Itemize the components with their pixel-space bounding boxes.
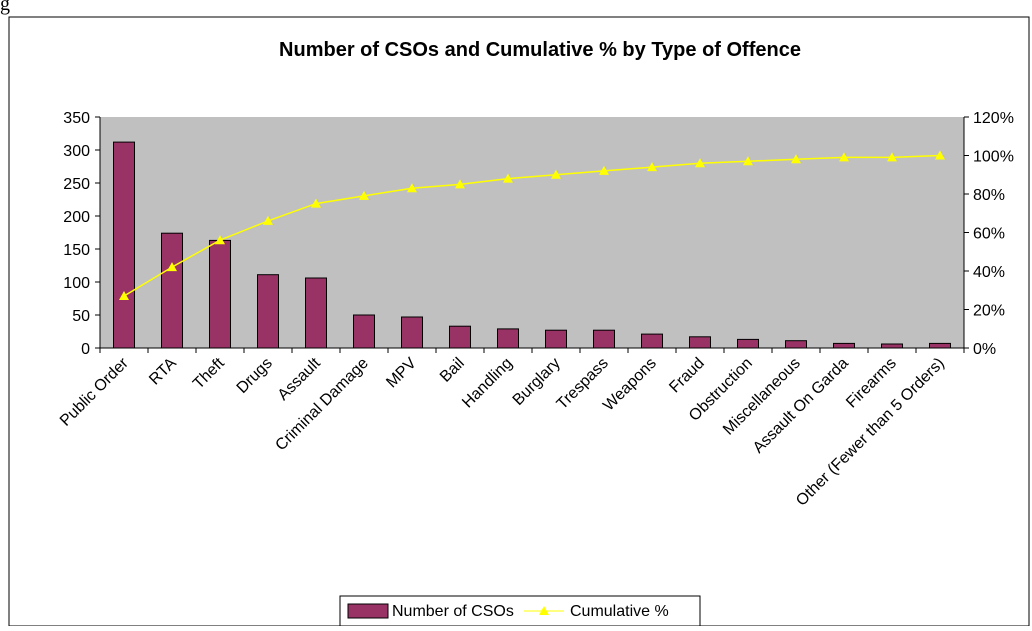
bar-6 bbox=[353, 314, 375, 349]
chart-title: Number of CSOs and Cumulative % by Type … bbox=[279, 39, 801, 61]
bar-7 bbox=[401, 316, 423, 349]
bar-14 bbox=[737, 338, 759, 349]
right-tick-label-0: 0% bbox=[973, 341, 996, 358]
legend-bar-swatch bbox=[347, 603, 389, 619]
bar-15 bbox=[785, 340, 807, 349]
bar-3 bbox=[209, 239, 231, 349]
cumulative-marker-9 bbox=[503, 173, 513, 183]
left-tick-label-0: 0 bbox=[81, 341, 90, 358]
left-tick-label-7: 350 bbox=[63, 110, 90, 127]
right-tick-label-4: 80% bbox=[973, 187, 1005, 204]
cumulative-marker-18 bbox=[935, 150, 945, 160]
cumulative-line-layer bbox=[119, 150, 945, 300]
cumulative-line bbox=[123, 154, 941, 297]
cumulative-marker-14 bbox=[743, 156, 753, 166]
bar-5 bbox=[305, 277, 327, 349]
left-tick-label-5: 250 bbox=[63, 176, 90, 193]
cumulative-marker-5 bbox=[311, 198, 321, 208]
bar-1 bbox=[113, 141, 135, 349]
legend-triangle-marker bbox=[539, 606, 549, 615]
corner-label: g bbox=[0, 0, 10, 15]
left-tick-label-4: 200 bbox=[63, 209, 90, 226]
bars-layer bbox=[113, 141, 951, 349]
bar-4 bbox=[257, 274, 279, 349]
right-tick-label-2: 40% bbox=[973, 264, 1005, 281]
bar-16 bbox=[833, 342, 855, 349]
legend: Number of CSOs Cumulative % bbox=[339, 595, 701, 627]
bar-12 bbox=[641, 333, 663, 349]
cumulative-marker-8 bbox=[455, 179, 465, 189]
cumulative-marker-3 bbox=[215, 235, 225, 245]
legend-frame bbox=[339, 595, 701, 627]
cumulative-marker-15 bbox=[791, 154, 801, 164]
right-tick-label-3: 60% bbox=[973, 226, 1005, 243]
cumulative-marker-11 bbox=[599, 165, 609, 175]
cumulative-marker-16 bbox=[839, 152, 849, 162]
right-tick-label-5: 100% bbox=[973, 149, 1014, 166]
plot-area bbox=[100, 117, 964, 348]
cumulative-marker-17 bbox=[887, 152, 897, 162]
left-tick-label-1: 50 bbox=[72, 308, 90, 325]
left-tick-label-6: 300 bbox=[63, 143, 90, 160]
right-axis-ticks: 0% 20% 40% 60% 80% 100% 120% bbox=[964, 110, 1014, 358]
bar-17 bbox=[881, 343, 903, 349]
cumulative-marker-2 bbox=[167, 262, 177, 272]
cumulative-marker-4 bbox=[263, 215, 273, 225]
legend-label-line: Cumulative % bbox=[570, 603, 669, 620]
cumulative-marker-12 bbox=[647, 162, 657, 172]
bar-13 bbox=[689, 336, 711, 349]
cumulative-marker-13 bbox=[695, 158, 705, 168]
cumulative-marker-7 bbox=[407, 183, 417, 193]
cumulative-marker-1 bbox=[119, 291, 129, 300]
left-axis-ticks: 0 50 100 150 200 250 300 350 bbox=[63, 110, 100, 358]
cumulative-marker-10 bbox=[551, 169, 561, 179]
bar-10 bbox=[545, 329, 567, 349]
bar-2 bbox=[161, 232, 183, 349]
left-tick-label-2: 100 bbox=[63, 275, 90, 292]
cumulative-marker-6 bbox=[359, 190, 369, 200]
legend-label-bars: Number of CSOs bbox=[392, 603, 514, 620]
bar-18 bbox=[929, 342, 951, 349]
right-tick-label-6: 120% bbox=[973, 110, 1014, 127]
right-tick-label-1: 20% bbox=[973, 303, 1005, 320]
left-tick-label-3: 150 bbox=[63, 242, 90, 259]
bar-8 bbox=[449, 325, 471, 349]
bar-11 bbox=[593, 329, 615, 349]
bar-9 bbox=[497, 328, 519, 349]
